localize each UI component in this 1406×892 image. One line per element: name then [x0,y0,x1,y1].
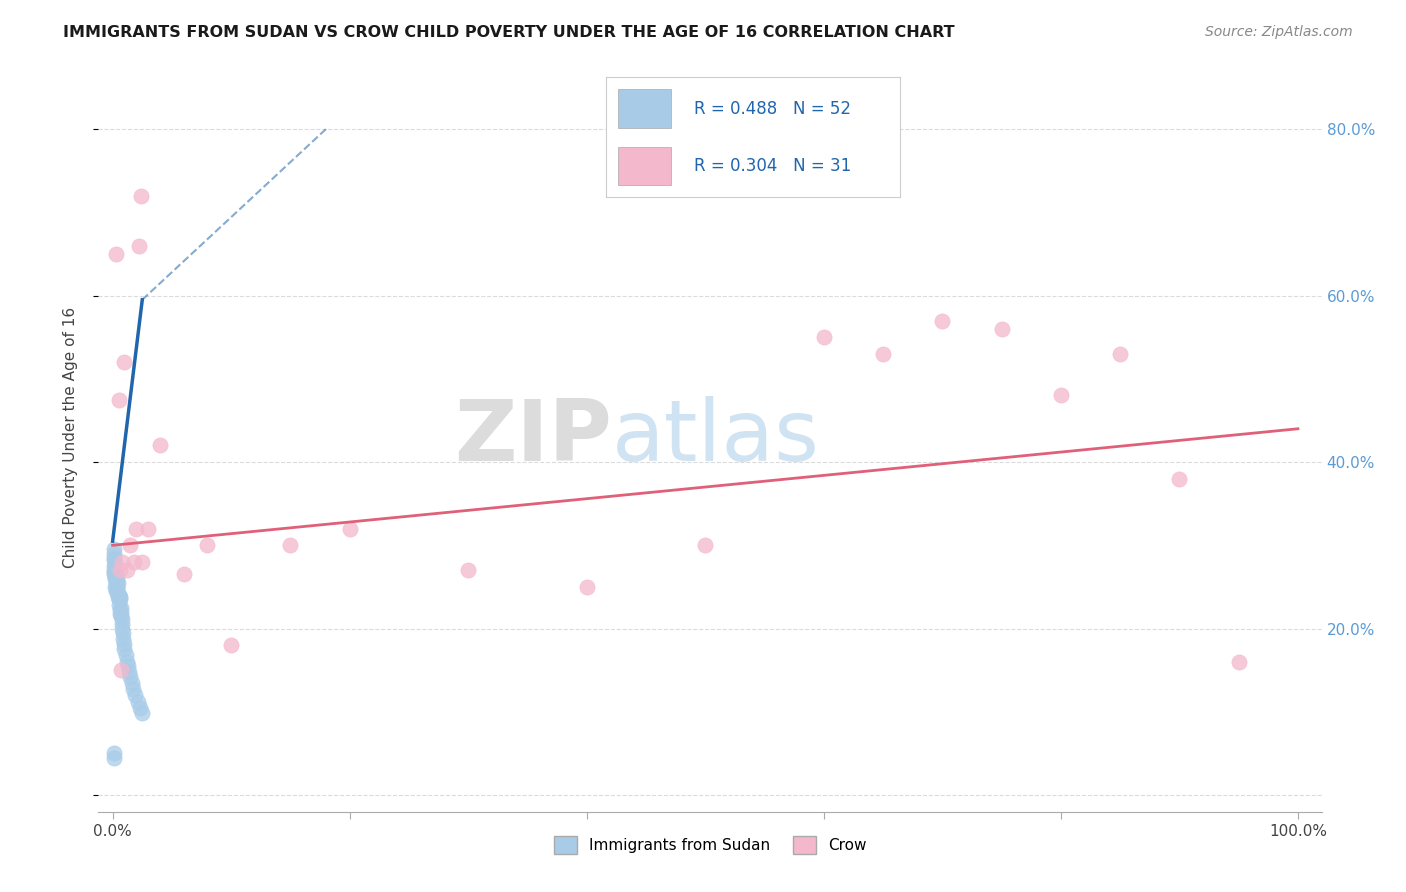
Point [105,582,128,596]
Y-axis label: Child Poverty Under the Age of 16: Child Poverty Under the Age of 16 [63,307,77,567]
Point [110,605,132,619]
Point [105,584,128,599]
Point [104,570,127,584]
Point [122,555,145,569]
Point [104,572,127,586]
Point [122,681,145,696]
Text: atlas: atlas [612,395,820,479]
Point [107,592,129,607]
Point [103,559,125,574]
Point [129,188,152,202]
Point [114,648,136,663]
Point [813,330,835,344]
Point [110,617,132,632]
Point [103,747,125,761]
Point [114,642,136,657]
Point [107,586,129,600]
Point [103,750,125,764]
Point [125,522,148,536]
Point [111,611,134,625]
Point [120,538,142,552]
Point [107,575,129,590]
Point [108,592,131,607]
Point [131,555,153,569]
Point [112,632,135,646]
Point [695,538,717,552]
Point [105,565,128,579]
Point [931,313,953,327]
Point [110,663,132,677]
Point [120,670,142,684]
Point [173,567,195,582]
Point [103,565,125,579]
Point [1109,347,1132,361]
Point [103,563,125,577]
Text: ZIP: ZIP [454,395,612,479]
Point [117,659,139,673]
Point [108,590,131,604]
Point [110,609,132,624]
Point [575,580,598,594]
Point [280,538,302,552]
Point [121,675,143,690]
Point [1168,472,1191,486]
Point [124,688,146,702]
Point [108,563,131,577]
Point [103,567,125,582]
Point [1050,388,1073,402]
Point [103,553,125,567]
Point [105,580,128,594]
Legend: Immigrants from Sudan, Crow: Immigrants from Sudan, Crow [547,830,873,860]
Point [115,563,138,577]
Point [111,625,134,640]
Point [108,603,131,617]
Point [103,542,125,557]
Point [104,557,127,571]
Point [114,355,136,369]
Point [107,590,129,604]
Point [197,538,219,552]
Point [104,561,127,575]
Text: Source: ZipAtlas.com: Source: ZipAtlas.com [1205,25,1353,39]
Point [105,572,128,586]
Point [127,695,149,709]
Point [118,665,141,679]
Point [129,700,152,714]
Point [1227,655,1250,669]
Point [131,706,153,721]
Point [105,247,128,261]
Text: IMMIGRANTS FROM SUDAN VS CROW CHILD POVERTY UNDER THE AGE OF 16 CORRELATION CHAR: IMMIGRANTS FROM SUDAN VS CROW CHILD POVE… [63,25,955,40]
Point [110,607,132,621]
Point [457,563,479,577]
Point [108,588,129,602]
Point [219,638,242,652]
Point [115,655,138,669]
Point [872,347,894,361]
Point [108,599,131,613]
Point [104,575,127,590]
Point [111,555,134,569]
Point [128,238,150,252]
Point [339,522,361,536]
Point [112,636,135,650]
Point [136,522,159,536]
Point [107,392,129,407]
Point [104,580,127,594]
Point [990,322,1012,336]
Point [149,438,172,452]
Point [103,547,125,561]
Point [103,550,125,565]
Point [110,600,132,615]
Point [111,622,134,636]
